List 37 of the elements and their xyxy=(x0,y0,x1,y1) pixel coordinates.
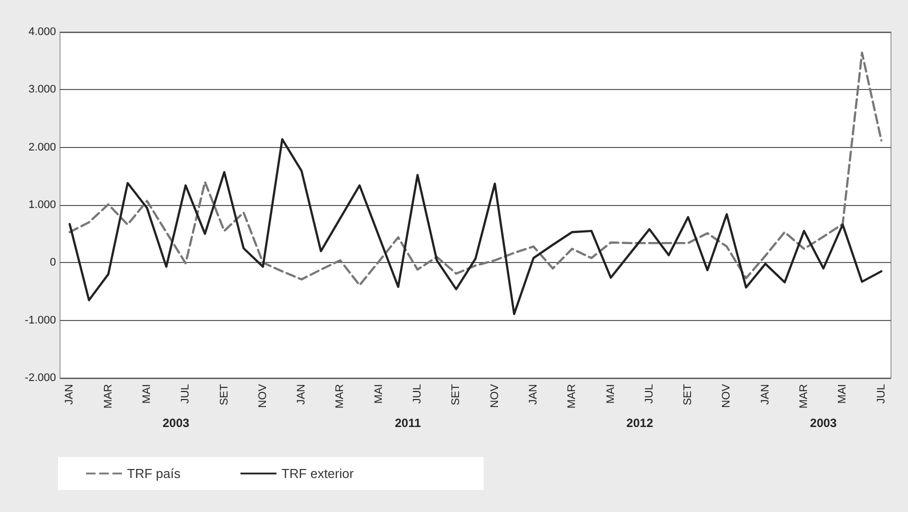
x-tick-label: MAR xyxy=(334,384,346,408)
x-tick-label: MAR xyxy=(102,384,114,408)
x-tick-label: NOV xyxy=(488,383,501,408)
line-series xyxy=(68,138,882,316)
y-tick-label: 0 xyxy=(50,256,56,269)
legend-label: TRF exterior xyxy=(281,466,354,481)
y-tick-label: -2.000 xyxy=(24,372,56,384)
x-tick-label: JUL xyxy=(875,384,888,404)
x-tick-label: JAN xyxy=(64,384,76,405)
x-tick-label: MAI xyxy=(836,384,849,404)
x-tick-label: MAI xyxy=(140,384,153,404)
text: 2003 xyxy=(810,416,838,430)
x-tick-label: JAN xyxy=(527,384,540,405)
x-tick-label: SET xyxy=(682,384,694,406)
x-tick-label: JUL xyxy=(412,384,424,404)
y-tick-label: -1.000 xyxy=(24,314,56,326)
y-tick-label: 4.000 xyxy=(28,26,56,38)
x-tick-label: JAN xyxy=(296,384,308,405)
x-tick-label: SET xyxy=(450,384,462,406)
x-tick-label: JAN xyxy=(759,384,772,405)
y-tick-label: 2.000 xyxy=(28,141,56,154)
text: 2003 xyxy=(162,416,190,430)
x-tick-label: MAI xyxy=(372,384,385,404)
line-series xyxy=(68,52,882,286)
text: 2012 xyxy=(626,416,654,430)
x-tick-label: MAR xyxy=(566,384,578,408)
x-tick-label: MAI xyxy=(604,384,617,404)
x-tick-label: NOV xyxy=(720,383,733,408)
x-tick-label: JUL xyxy=(180,384,192,404)
text: 2011 xyxy=(394,416,422,430)
x-tick-label: MAR xyxy=(798,384,810,408)
x-tick-label: SET xyxy=(218,384,230,406)
x-tick-label: NOV xyxy=(256,383,269,408)
legend-label: TRF país xyxy=(127,466,181,481)
x-tick-label: JUL xyxy=(643,384,656,404)
y-tick-label: 1.000 xyxy=(28,199,56,211)
y-tick-label: 3.000 xyxy=(28,84,56,96)
